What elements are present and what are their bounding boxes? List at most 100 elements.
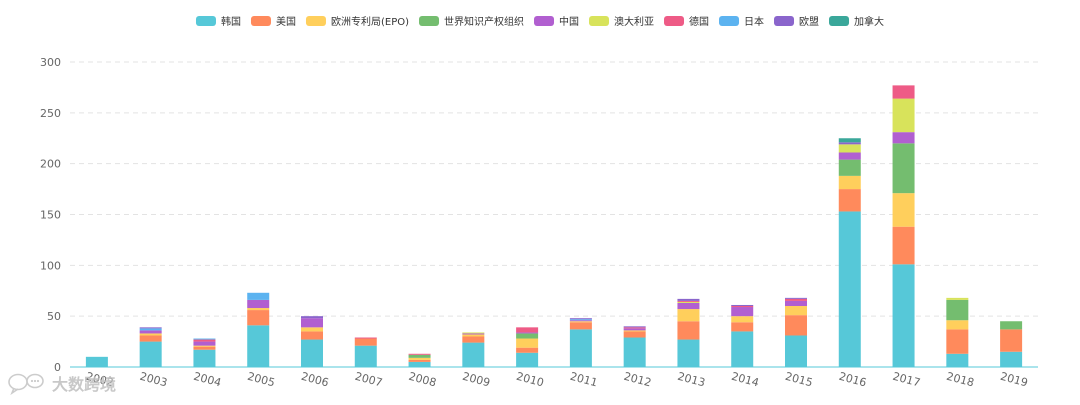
- bar-stack-2003: [139, 327, 162, 367]
- legend-label: 德国: [689, 15, 709, 28]
- y-tick-label: 150: [40, 209, 61, 222]
- bar-segment: [408, 354, 431, 358]
- x-tick-label: 2014: [730, 370, 760, 390]
- legend-swatch: [719, 16, 740, 26]
- x-tick-label: 2018: [945, 370, 975, 390]
- bar-segment: [785, 315, 807, 336]
- bar-segment: [301, 339, 323, 367]
- bar-stack-2008: [408, 353, 431, 367]
- bar-segment: [677, 302, 700, 310]
- bar-segment: [623, 326, 646, 328]
- bar-segment: [408, 353, 431, 355]
- bar-stack-2015: [785, 297, 807, 367]
- bar-segment: [247, 292, 270, 300]
- legend-swatch: [250, 16, 271, 26]
- bar-stack-2013: [677, 298, 700, 367]
- bar-segment: [247, 325, 270, 367]
- bar-segment: [677, 301, 700, 303]
- y-tick-label: 200: [40, 158, 61, 171]
- bar-segment: [623, 331, 646, 338]
- legend-label: 中国: [559, 15, 579, 28]
- bar-segment: [892, 132, 915, 144]
- legend-swatch: [419, 16, 440, 26]
- bar-segment: [569, 322, 592, 330]
- bar-segment: [785, 298, 807, 301]
- bar-stack-2014: [731, 304, 754, 367]
- y-tick-label: 50: [47, 310, 61, 323]
- legend-label: 加拿大: [854, 15, 884, 28]
- bar-segment: [193, 339, 216, 342]
- legend-label: 澳大利亚: [614, 15, 654, 28]
- legend-swatch: [664, 16, 685, 26]
- bar-segment: [247, 299, 270, 309]
- bar-segment: [838, 159, 861, 176]
- bar-segment: [85, 356, 108, 367]
- bar-segment: [462, 333, 485, 335]
- bar-segment: [677, 339, 700, 367]
- legend-swatch: [774, 16, 795, 26]
- legend-swatch: [829, 16, 850, 26]
- bar-stack-2010: [516, 327, 539, 367]
- x-tick-label: 2012: [622, 370, 652, 390]
- bar-segment: [838, 211, 861, 367]
- bar-segment: [946, 329, 969, 354]
- legend-label: 欧洲专利局(EPO): [331, 15, 409, 28]
- bar-segment: [247, 308, 270, 311]
- bar-segment: [408, 361, 431, 367]
- bar-stack-2009: [462, 332, 485, 367]
- x-tick-label: 2006: [300, 370, 330, 390]
- bar-segment: [785, 300, 807, 306]
- bar-segment: [677, 309, 700, 322]
- bar-segment: [623, 327, 646, 329]
- bar-segment: [892, 85, 915, 99]
- bar-segment: [677, 298, 700, 301]
- bar-segment: [946, 320, 969, 330]
- bar-segment: [785, 297, 807, 299]
- bar-stack-2006: [301, 316, 323, 367]
- bar-segment: [408, 359, 431, 362]
- bar-segment: [731, 322, 754, 332]
- legend-label: 韩国: [221, 15, 241, 28]
- bar-segment: [892, 264, 915, 367]
- bar-segment: [569, 329, 592, 367]
- bar-segment: [785, 335, 807, 367]
- bar-segment: [731, 304, 754, 306]
- bar-segment: [301, 316, 323, 319]
- bar-segment: [301, 327, 323, 332]
- bar-segment: [462, 334, 485, 337]
- x-axis-ticks: 2002 2003 2004 2005 2006 2007 2008 2009 2010 2011…: [85, 370, 1030, 390]
- bar-segment: [785, 306, 807, 316]
- bar-segment: [569, 319, 592, 321]
- bar-segment: [139, 341, 162, 367]
- bar-segment: [677, 300, 700, 302]
- bar-segment: [1000, 321, 1023, 330]
- bar-segment: [731, 306, 754, 308]
- x-tick-label: 2004: [192, 370, 222, 390]
- bar-segment: [1000, 351, 1023, 367]
- x-tick-label: 2005: [246, 370, 276, 390]
- bar-segment: [946, 353, 969, 367]
- bar-stack-2012: [623, 326, 646, 367]
- bar-segment: [1000, 329, 1023, 352]
- bar-segment: [838, 144, 861, 153]
- bar-segment: [193, 338, 216, 340]
- bar-segment: [838, 175, 861, 190]
- bar-segment: [139, 335, 162, 342]
- x-tick-label: 2011: [569, 370, 599, 390]
- bar-segment: [838, 152, 861, 160]
- bar-segment: [731, 307, 754, 317]
- bar-segment: [892, 226, 915, 265]
- bar-segment: [139, 330, 162, 334]
- bar-segment: [193, 341, 216, 346]
- legend-swatch: [195, 16, 216, 26]
- bar-segment: [462, 336, 485, 343]
- bar-segment: [569, 320, 592, 322]
- x-tick-label: 2007: [353, 370, 383, 390]
- bar-segment: [731, 331, 754, 367]
- legend-label: 日本: [744, 15, 764, 28]
- x-tick-label: 2015: [784, 370, 814, 390]
- bar-segment: [838, 189, 861, 212]
- bar-segment: [516, 352, 539, 367]
- bar-segment: [623, 337, 646, 367]
